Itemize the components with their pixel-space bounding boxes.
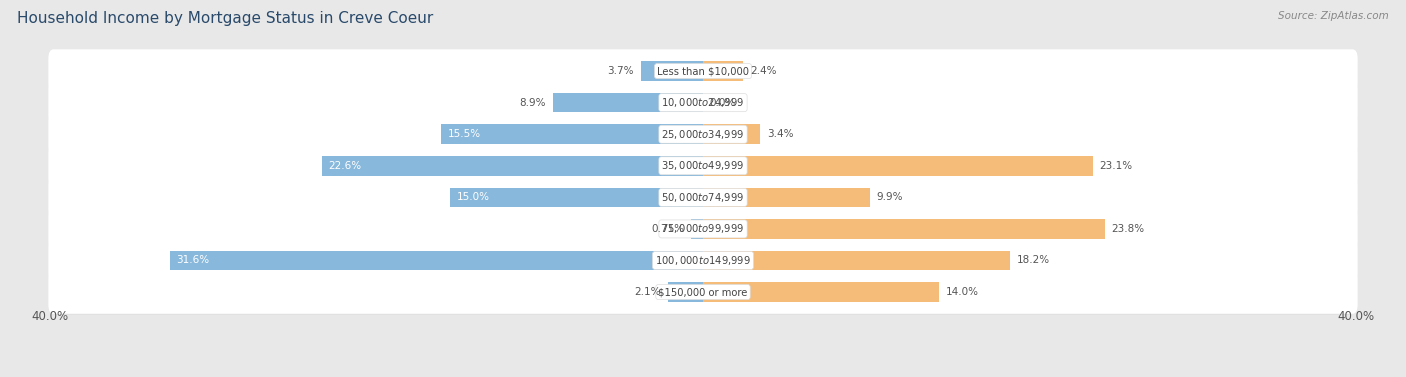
Bar	[690, 219, 703, 239]
FancyBboxPatch shape	[51, 145, 1355, 188]
Text: $10,000 to $24,999: $10,000 to $24,999	[661, 96, 745, 109]
FancyBboxPatch shape	[51, 208, 1355, 251]
Text: Source: ZipAtlas.com: Source: ZipAtlas.com	[1278, 11, 1389, 21]
Bar	[703, 156, 1092, 176]
Bar	[703, 124, 761, 144]
Text: $75,000 to $99,999: $75,000 to $99,999	[661, 222, 745, 235]
Text: $150,000 or more: $150,000 or more	[658, 287, 748, 297]
Text: 40.0%: 40.0%	[1337, 310, 1375, 323]
Text: 15.0%: 15.0%	[457, 192, 489, 202]
Text: $25,000 to $34,999: $25,000 to $34,999	[661, 128, 745, 141]
Text: 31.6%: 31.6%	[177, 256, 209, 265]
Bar	[441, 124, 703, 144]
Text: $100,000 to $149,999: $100,000 to $149,999	[655, 254, 751, 267]
Text: $35,000 to $49,999: $35,000 to $49,999	[661, 159, 745, 172]
Bar	[703, 219, 1105, 239]
Text: 3.7%: 3.7%	[607, 66, 634, 76]
Bar	[641, 61, 703, 81]
FancyBboxPatch shape	[48, 270, 1358, 314]
FancyBboxPatch shape	[48, 49, 1358, 93]
Text: 8.9%: 8.9%	[520, 98, 546, 108]
Bar	[553, 93, 703, 112]
Bar	[703, 282, 939, 302]
FancyBboxPatch shape	[51, 50, 1355, 93]
Text: Less than $10,000: Less than $10,000	[657, 66, 749, 76]
FancyBboxPatch shape	[48, 144, 1358, 188]
Bar	[703, 188, 870, 207]
FancyBboxPatch shape	[48, 239, 1358, 282]
Text: 9.9%: 9.9%	[877, 192, 903, 202]
Text: 2.4%: 2.4%	[751, 66, 776, 76]
Text: 0.71%: 0.71%	[651, 224, 685, 234]
FancyBboxPatch shape	[51, 113, 1355, 156]
Bar	[703, 61, 744, 81]
FancyBboxPatch shape	[51, 271, 1355, 314]
Bar	[450, 188, 703, 207]
Text: 2.1%: 2.1%	[634, 287, 661, 297]
Text: 3.4%: 3.4%	[768, 129, 793, 139]
Bar	[703, 251, 1010, 270]
Text: 0.0%: 0.0%	[710, 98, 735, 108]
Text: 15.5%: 15.5%	[449, 129, 481, 139]
FancyBboxPatch shape	[48, 81, 1358, 124]
Bar	[170, 251, 703, 270]
Bar	[668, 282, 703, 302]
Text: 40.0%: 40.0%	[31, 310, 69, 323]
Text: 22.6%: 22.6%	[329, 161, 361, 171]
Text: $50,000 to $74,999: $50,000 to $74,999	[661, 191, 745, 204]
Text: 14.0%: 14.0%	[946, 287, 979, 297]
FancyBboxPatch shape	[51, 239, 1355, 283]
Text: 23.1%: 23.1%	[1099, 161, 1133, 171]
FancyBboxPatch shape	[51, 81, 1355, 125]
FancyBboxPatch shape	[51, 176, 1355, 220]
Text: Household Income by Mortgage Status in Creve Coeur: Household Income by Mortgage Status in C…	[17, 11, 433, 26]
Bar	[322, 156, 703, 176]
Text: 23.8%: 23.8%	[1111, 224, 1144, 234]
FancyBboxPatch shape	[48, 112, 1358, 156]
FancyBboxPatch shape	[48, 207, 1358, 251]
FancyBboxPatch shape	[48, 176, 1358, 219]
Text: 18.2%: 18.2%	[1017, 256, 1050, 265]
